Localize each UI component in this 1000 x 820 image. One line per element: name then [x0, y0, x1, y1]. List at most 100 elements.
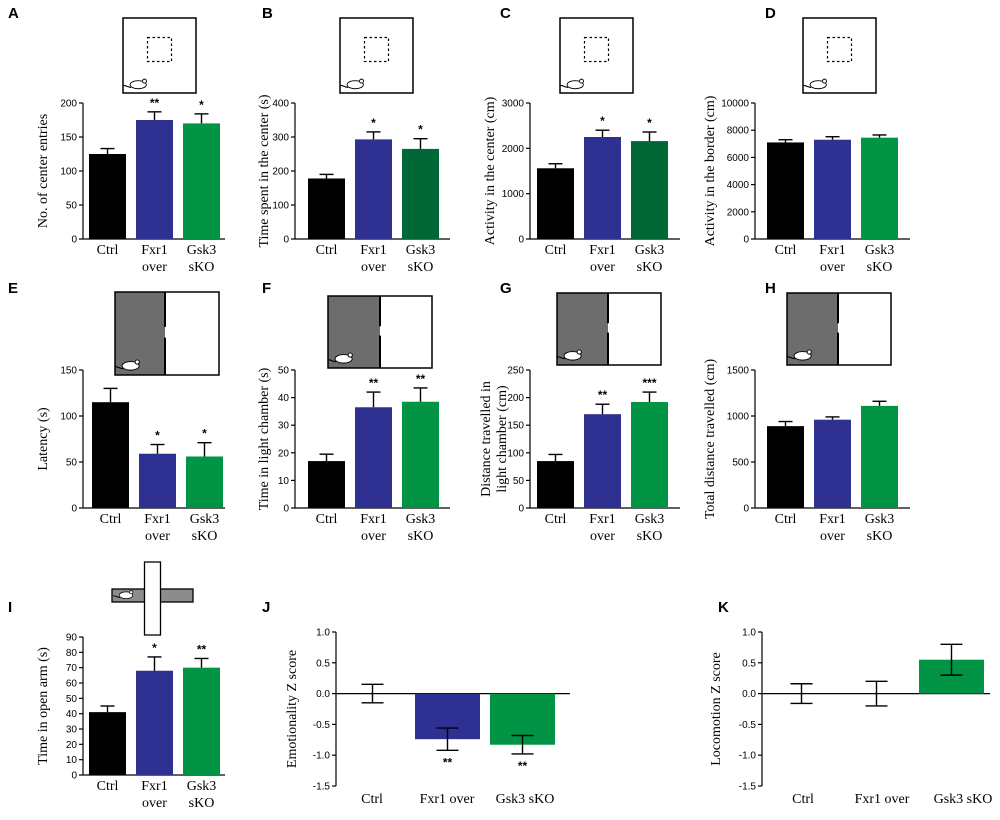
significance-mark: * — [155, 429, 160, 443]
y-axis-title: Time in light chamber (s) — [257, 367, 272, 510]
mouse-icon — [556, 349, 582, 361]
panel-c: C 0 1000 2000 3000 Activity in the center (cm… — [483, 5, 680, 275]
y-tick-label: 1500 — [727, 366, 750, 377]
y-tick-label: -0.5 — [313, 720, 331, 731]
mouse-body — [129, 80, 147, 90]
x-tick-label-line: Fxr1 — [819, 243, 845, 258]
panel-label: E — [8, 280, 18, 297]
bar-ctrl — [92, 402, 129, 508]
y-axis-title: Locomotion Z score — [709, 652, 724, 766]
y-axis-title: Time spent in the center (s) — [257, 94, 272, 247]
mouse-ear — [142, 78, 147, 84]
x-tick-label-line: sKO — [637, 260, 663, 275]
x-tick-label-line: sKO — [192, 529, 218, 544]
y-tick-label: -1.0 — [739, 751, 757, 762]
box-border — [114, 291, 220, 376]
open-field-icon — [122, 17, 197, 94]
y-axis-title: Activity in the border (cm) — [703, 95, 718, 246]
x-tick-label-line: over — [590, 529, 615, 544]
x-tick-label-line: Fxr1 — [144, 512, 170, 527]
y-tick-label: 0 — [283, 504, 289, 515]
mouse-body — [793, 351, 812, 361]
bar-ctrl — [767, 426, 804, 508]
significance-mark: * — [202, 427, 207, 441]
panel-h: H 0 500 1000 1500 Total distance travelled (c… — [703, 280, 910, 544]
x-tick-label: Fxr1 over — [819, 243, 845, 275]
x-tick-label: Fxr1 over — [589, 512, 615, 544]
x-tick-label: Gsk3 sKO — [187, 243, 217, 275]
mouse-icon — [339, 78, 364, 90]
y-tick-label: 100 — [507, 448, 524, 459]
y-tick-label: 70 — [66, 663, 78, 674]
x-tick-label: Gsk3 sKO — [406, 512, 436, 544]
significance-mark: ** — [150, 96, 160, 110]
y-tick-label: 0.5 — [316, 658, 330, 669]
y-tick-label: 0 — [743, 504, 749, 515]
y-tick-label: 60 — [66, 679, 78, 690]
y-tick-label: 0.0 — [742, 689, 756, 700]
x-tick-label-line: sKO — [189, 260, 215, 275]
mouse-tail — [786, 356, 796, 360]
y-tick-label: 0 — [743, 235, 749, 246]
panel-e: E 0 50 100 150 Latency (s) Ctrl * Fxr1 over * Gsk3 s… — [8, 280, 225, 544]
y-tick-label: 0 — [71, 235, 77, 246]
panel-label: J — [262, 599, 270, 616]
y-tick-label: 100 — [272, 201, 289, 212]
panel-label: I — [8, 599, 12, 616]
center-zone — [146, 36, 173, 63]
x-tick-label-line: sKO — [637, 529, 663, 544]
y-tick-label: 100 — [60, 167, 77, 178]
x-tick-label: Gsk3 sKO — [865, 243, 895, 275]
y-tick-label: 50 — [66, 201, 78, 212]
x-tick-label-line: over — [820, 260, 845, 275]
light-dark-icon — [114, 291, 220, 376]
x-tick-label: Fxr1 over — [144, 512, 170, 544]
x-tick-label-line: Gsk3 — [635, 243, 665, 258]
panel-label: G — [500, 280, 512, 297]
bar-fxr1-over — [814, 139, 851, 239]
center-zone — [826, 36, 853, 63]
panel-f: F 0 10 20 30 40 50 Time in light chamber (s) Ctr… — [257, 280, 450, 544]
bar-fxr1-over — [136, 120, 173, 239]
x-tick-label-line: Gsk3 — [865, 243, 895, 258]
bar-ctrl — [89, 712, 126, 775]
x-tick-label-line: over — [361, 529, 386, 544]
y-axis-title: Distance travelled inlight chamber (cm) — [479, 381, 510, 497]
x-tick-label-line: Ctrl — [545, 512, 567, 527]
x-tick-label-line: over — [590, 260, 615, 275]
x-tick-label-line: Gsk3 — [187, 779, 217, 794]
mouse-tail — [122, 84, 132, 88]
y-tick-label: 1000 — [502, 189, 525, 200]
x-tick-label: Fxr1 over — [819, 512, 845, 544]
y-axis-title: Emotionality Z score — [285, 650, 300, 768]
x-tick-label-line: over — [145, 529, 170, 544]
y-tick-label: 40 — [278, 393, 290, 404]
x-tick-label-line: Fxr1 — [360, 243, 386, 258]
x-tick-label-line: Ctrl — [775, 512, 797, 527]
x-tick-label-line: over — [361, 260, 386, 275]
x-tick-label-line: Gsk3 — [865, 512, 895, 527]
mouse-icon — [122, 78, 147, 90]
mouse-body — [566, 80, 584, 90]
panel-label: A — [8, 5, 19, 22]
y-tick-label: 20 — [278, 448, 290, 459]
y-tick-label: -1.5 — [739, 782, 757, 793]
mouse-icon — [113, 590, 134, 599]
significance-mark: * — [152, 641, 157, 655]
y-tick-label: 20 — [66, 740, 78, 751]
x-tick-label: Fxr1 over — [360, 512, 386, 544]
y-tick-label: 0 — [518, 235, 524, 246]
significance-mark: * — [600, 114, 605, 128]
significance-mark: *** — [642, 376, 656, 390]
dark-chamber — [115, 292, 165, 375]
x-tick-label-line: over — [820, 529, 845, 544]
x-tick-label: Ctrl — [316, 512, 338, 527]
y-tick-label: 90 — [66, 633, 78, 644]
y-tick-label: 30 — [66, 725, 78, 736]
significance-mark: * — [647, 116, 652, 130]
x-tick-label: Ctrl — [361, 792, 383, 807]
mouse-tail — [327, 359, 337, 363]
y-tick-label: 50 — [278, 366, 290, 377]
